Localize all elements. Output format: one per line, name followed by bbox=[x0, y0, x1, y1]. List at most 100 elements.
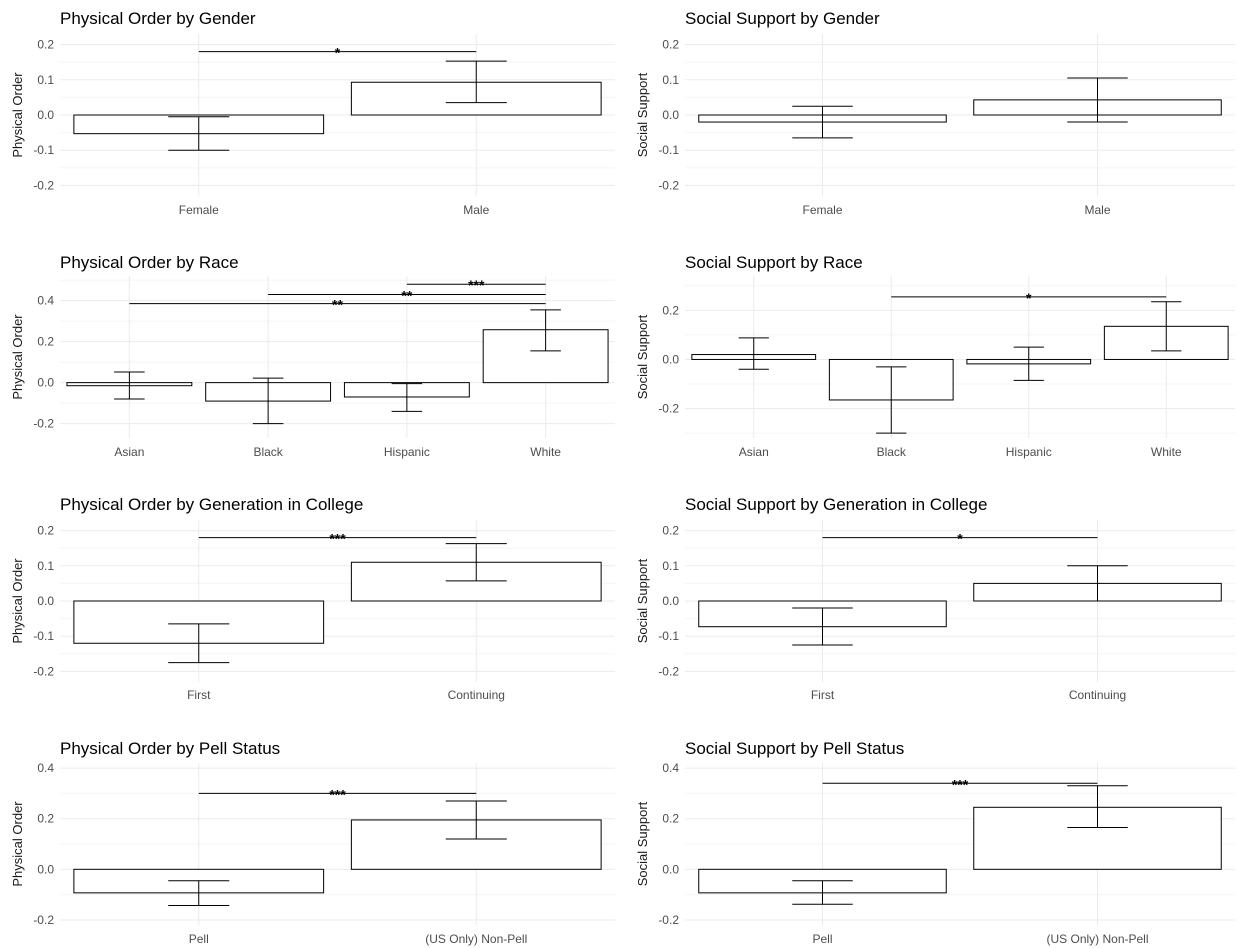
x-tick-label: Asian bbox=[114, 445, 144, 459]
significance-stars: * bbox=[1026, 290, 1032, 306]
chart-title: Physical Order by Generation in College bbox=[60, 495, 363, 514]
x-tick-label: Black bbox=[253, 445, 283, 459]
y-tick-label: 0.2 bbox=[662, 303, 679, 317]
y-tick-label: 0.0 bbox=[37, 594, 54, 608]
y-tick-label: 0.1 bbox=[662, 559, 679, 573]
significance-stars: ** bbox=[401, 287, 412, 303]
panel-4: Social Support by Race Social Support -0.2… bbox=[635, 253, 1235, 459]
y-tick-label: -0.2 bbox=[658, 913, 679, 927]
y-tick-label: -0.2 bbox=[33, 913, 54, 927]
error-bar bbox=[1067, 77, 1128, 123]
error-bar bbox=[1151, 301, 1182, 352]
significance-stars: *** bbox=[329, 531, 346, 547]
y-tick-label: 0.2 bbox=[662, 812, 679, 826]
error-bar bbox=[114, 371, 145, 400]
x-tick-label: Pell bbox=[812, 932, 832, 946]
error-bar bbox=[738, 337, 769, 370]
y-tick-label: -0.2 bbox=[658, 664, 679, 678]
panel-2: Social Support by Gender Social Support -0… bbox=[635, 9, 1235, 217]
error-bar bbox=[876, 366, 907, 434]
error-bar bbox=[1067, 565, 1128, 602]
y-tick-label: 0.0 bbox=[662, 594, 679, 608]
y-tick-label: -0.2 bbox=[658, 178, 679, 192]
x-tick-label: Pell bbox=[189, 932, 209, 946]
y-tick-label: 0.0 bbox=[37, 376, 54, 390]
panel-1: Physical Order by Gender Physical Order -0… bbox=[10, 9, 615, 217]
error-bar bbox=[168, 880, 230, 907]
x-tick-label: Asian bbox=[739, 445, 769, 459]
significance-stars: *** bbox=[952, 776, 969, 792]
y-axis-label: Social Support bbox=[635, 801, 650, 886]
chart-title: Social Support by Race bbox=[685, 253, 863, 272]
x-tick-label: First bbox=[811, 688, 835, 702]
y-axis-label: Physical Order bbox=[10, 558, 25, 644]
y-tick-label: 0.4 bbox=[662, 761, 679, 775]
y-tick-label: 0.2 bbox=[662, 38, 679, 52]
error-bar bbox=[391, 383, 423, 412]
panel-5: Physical Order by Generation in College P… bbox=[10, 495, 615, 702]
y-tick-label: 0.2 bbox=[37, 812, 54, 826]
significance-stars: ** bbox=[332, 297, 343, 313]
y-tick-label: 0.0 bbox=[662, 352, 679, 366]
significance-stars: *** bbox=[329, 786, 346, 802]
error-bar bbox=[792, 105, 853, 139]
y-tick-label: -0.2 bbox=[658, 402, 679, 416]
significance-stars: * bbox=[335, 45, 341, 61]
error-bar bbox=[445, 60, 507, 104]
error-bar bbox=[1067, 785, 1128, 829]
x-tick-label: Male bbox=[1084, 203, 1110, 217]
x-tick-label: (US Only) Non-Pell bbox=[425, 932, 527, 946]
x-tick-label: Continuing bbox=[1069, 688, 1126, 702]
chart-title: Physical Order by Gender bbox=[60, 9, 256, 28]
chart-title: Physical Order by Race bbox=[60, 253, 239, 272]
x-tick-label: Female bbox=[802, 203, 842, 217]
y-tick-label: -0.2 bbox=[33, 664, 54, 678]
y-tick-label: 0.2 bbox=[662, 524, 679, 538]
error-bar bbox=[168, 623, 230, 664]
y-axis-label: Physical Order bbox=[10, 314, 25, 400]
x-tick-label: White bbox=[1151, 445, 1182, 459]
significance-stars: *** bbox=[468, 277, 485, 293]
significance-stars: * bbox=[957, 531, 963, 547]
panel-3: Physical Order by Race Physical Order -0.2… bbox=[10, 253, 615, 459]
y-tick-label: -0.1 bbox=[658, 629, 679, 643]
x-tick-label: Black bbox=[877, 445, 907, 459]
x-tick-label: Hispanic bbox=[1006, 445, 1052, 459]
error-bar bbox=[252, 377, 284, 425]
panel-6: Social Support by Generation in College S… bbox=[635, 495, 1235, 702]
y-tick-label: 0.2 bbox=[37, 335, 54, 349]
x-tick-label: Female bbox=[179, 203, 219, 217]
chart-title: Physical Order by Pell Status bbox=[60, 739, 280, 758]
y-axis-label: Physical Order bbox=[10, 801, 25, 887]
error-bar bbox=[792, 607, 853, 646]
chart-title: Social Support by Pell Status bbox=[685, 739, 904, 758]
error-bar bbox=[445, 543, 507, 582]
y-tick-label: 0.4 bbox=[37, 294, 54, 308]
x-tick-label: White bbox=[530, 445, 561, 459]
x-tick-label: Hispanic bbox=[384, 445, 430, 459]
y-tick-label: 0.0 bbox=[37, 862, 54, 876]
y-tick-label: 0.1 bbox=[37, 73, 54, 87]
x-tick-label: Continuing bbox=[448, 688, 505, 702]
y-tick-label: -0.1 bbox=[658, 143, 679, 157]
error-bar bbox=[530, 309, 561, 352]
y-tick-label: -0.2 bbox=[33, 417, 54, 431]
y-axis-label: Social Support bbox=[635, 558, 650, 643]
chart-title: Social Support by Generation in College bbox=[685, 495, 987, 514]
error-bar bbox=[445, 800, 507, 840]
panel-8: Social Support by Pell Status Social Supp… bbox=[635, 739, 1235, 946]
y-axis-label: Physical Order bbox=[10, 72, 25, 158]
y-tick-label: -0.2 bbox=[33, 178, 54, 192]
y-axis-label: Social Support bbox=[635, 314, 650, 399]
y-tick-label: 0.2 bbox=[37, 524, 54, 538]
y-tick-label: -0.1 bbox=[33, 143, 54, 157]
y-tick-label: 0.0 bbox=[662, 862, 679, 876]
y-tick-label: 0.1 bbox=[662, 73, 679, 87]
x-tick-label: First bbox=[187, 688, 211, 702]
y-tick-label: 0.2 bbox=[37, 38, 54, 52]
y-tick-label: 0.0 bbox=[37, 108, 54, 122]
y-tick-label: 0.4 bbox=[37, 761, 54, 775]
x-tick-label: Male bbox=[463, 203, 489, 217]
x-tick-label: (US Only) Non-Pell bbox=[1046, 932, 1148, 946]
